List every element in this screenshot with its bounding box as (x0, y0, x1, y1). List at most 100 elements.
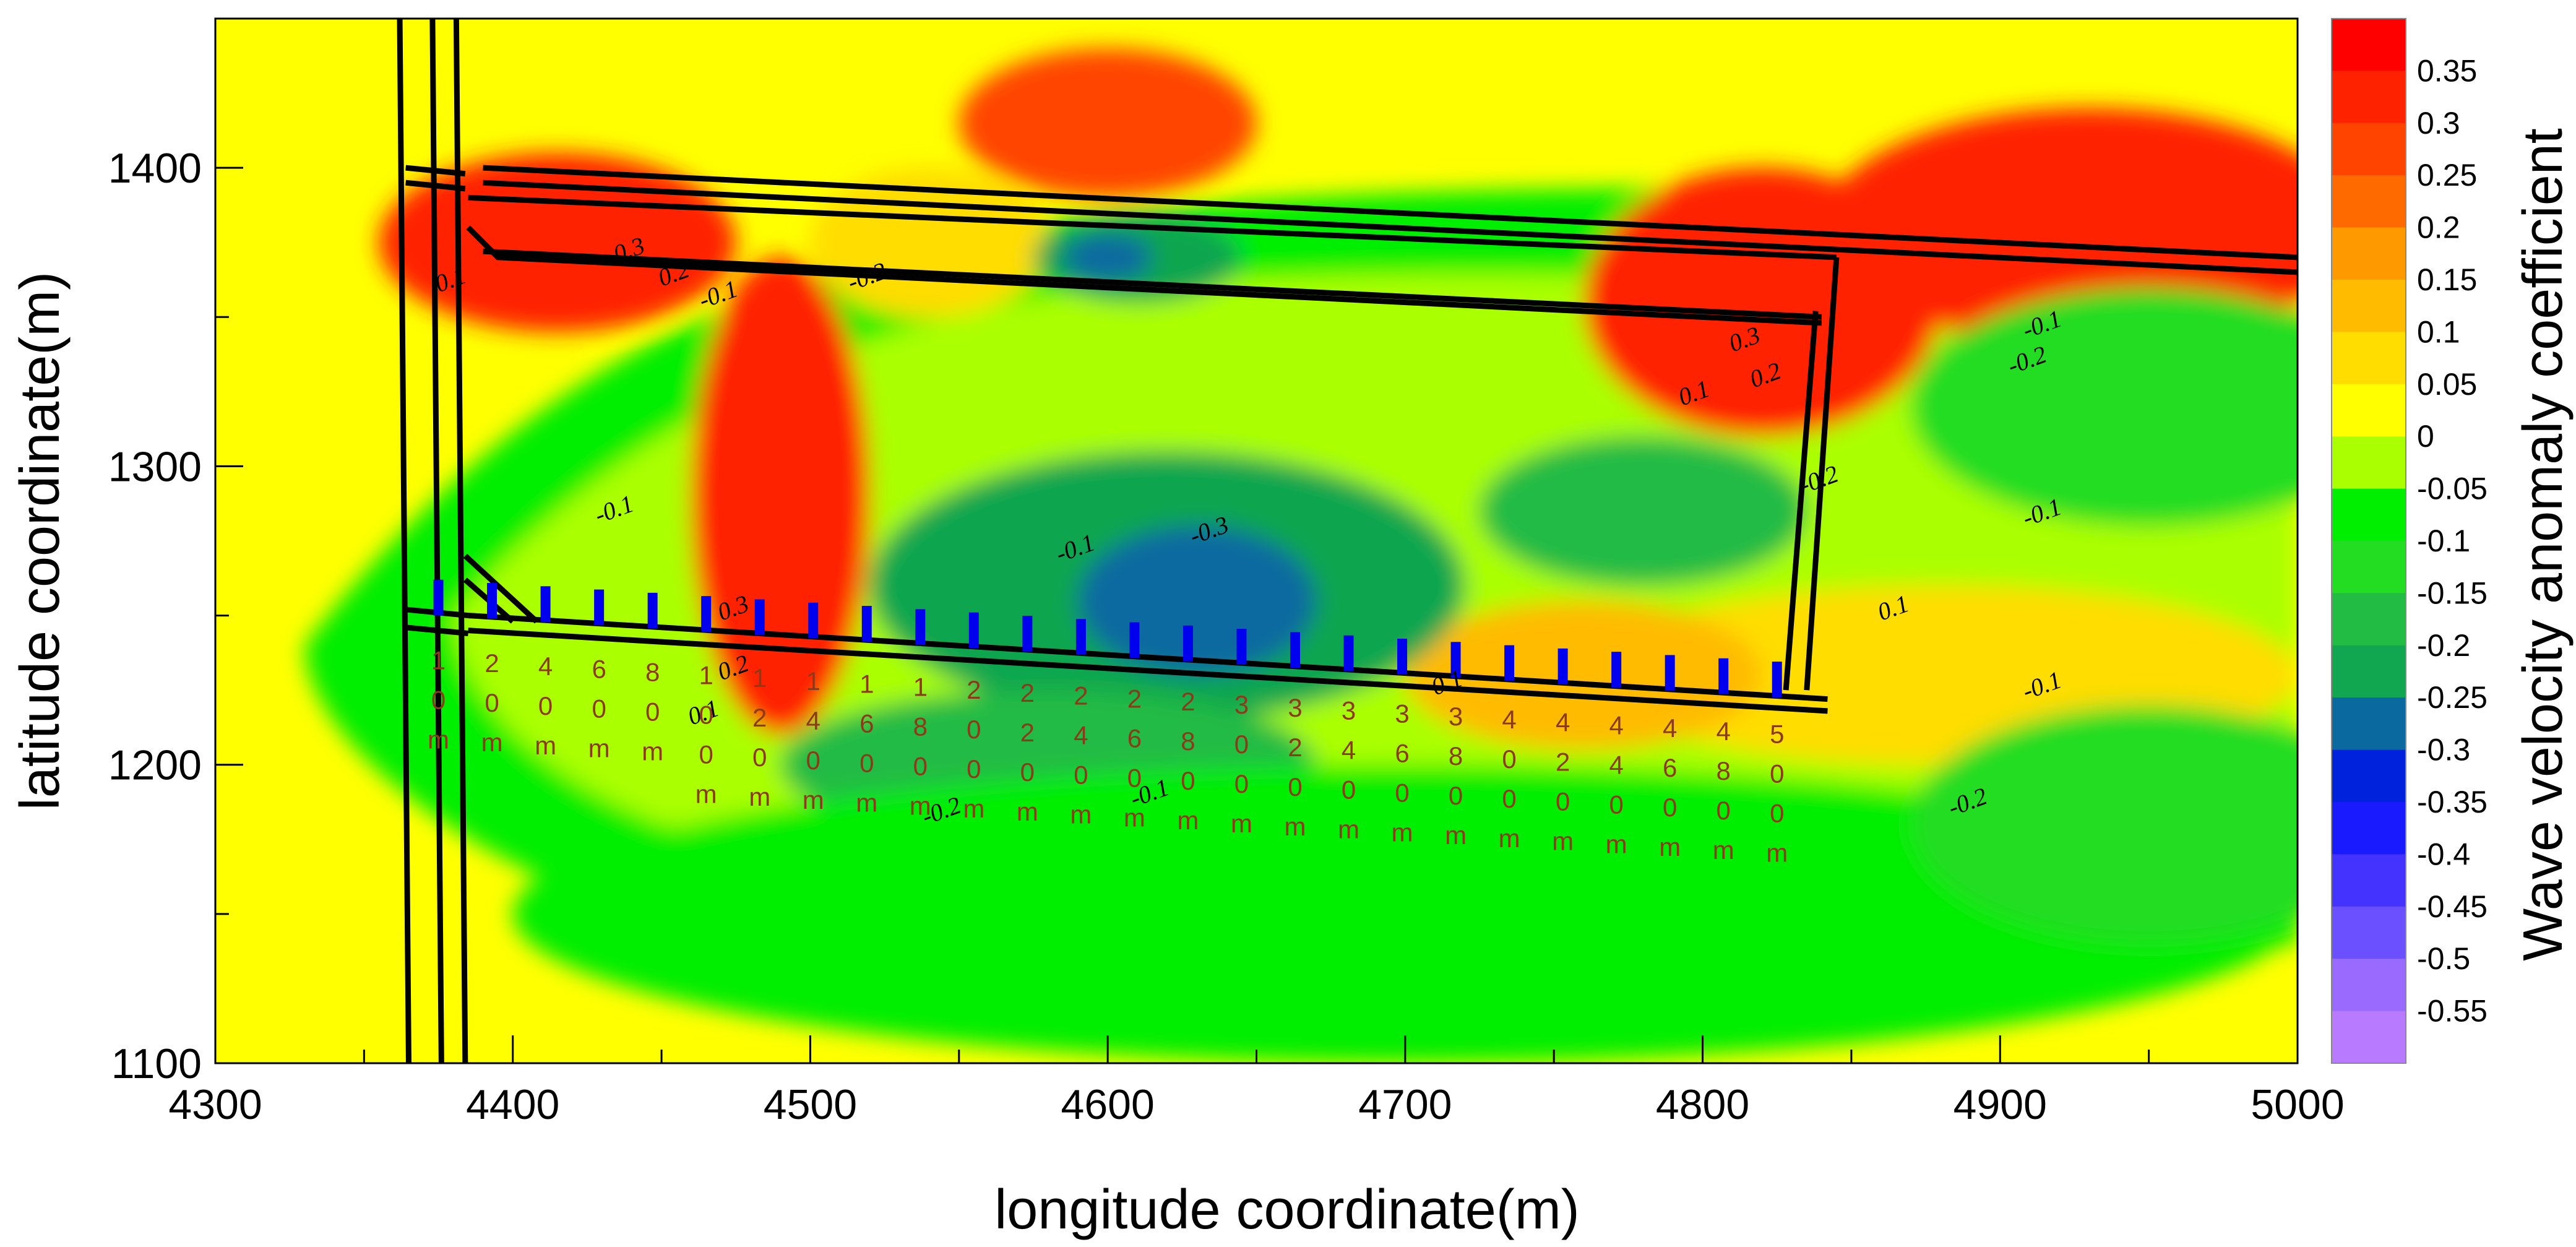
x-tick-label-6: 4900 (1954, 1081, 2047, 1128)
roadways (397, 19, 2298, 1063)
colorbar-swatch-14 (2332, 749, 2406, 803)
roadway-mid-2 (466, 225, 1822, 326)
colorbar-swatch-7 (2332, 384, 2406, 438)
colorbar-label-2: 0.25 (2417, 158, 2477, 192)
roadway-left-outer (397, 19, 411, 1063)
roadway-top-3 (468, 194, 1837, 261)
diag-1 (463, 553, 539, 624)
colorbar-swatch-17 (2332, 906, 2406, 960)
x-axis-title: longitude coordinate(m) (994, 1179, 1580, 1241)
anomaly-7 (1405, 600, 1762, 750)
roadway-bottom-2 (468, 628, 1828, 714)
colorbar-swatch-3 (2332, 175, 2406, 228)
colorbar-label-12: -0.25 (2417, 680, 2488, 715)
face-right-2 (1783, 311, 1819, 691)
station-marker-11 (1022, 615, 1033, 652)
station-marker-20 (1504, 645, 1515, 681)
station-marker-17 (1343, 635, 1354, 671)
colorbar-label-8: -0.05 (2417, 472, 2488, 506)
y-tick-label-2: 1300 (108, 443, 202, 490)
anomaly-14 (512, 764, 2298, 1063)
station-marker-24 (1718, 658, 1729, 694)
distance-labels: 1 0 m 2 0 m 4 0 m 6 0 m 8 0 m 1 0 0 m 1 2 0 m 1 4 0 m 1 6 0 m 1 8 0 m 2 0 0 m 2… (428, 645, 1788, 867)
y-tick-label-1: 1200 (108, 742, 202, 789)
station-marker-1 (487, 582, 498, 619)
colorbar-label-11: -0.2 (2417, 628, 2470, 663)
plot-area: 0.10.30.2-0.1 -0.2-0.10.30.20.1-0.1 -0.3-0… (214, 17, 2299, 1064)
anomaly-15 (1911, 287, 2298, 526)
colorbar-label-10: -0.15 (2417, 576, 2488, 610)
colorbar-label-15: -0.4 (2417, 837, 2470, 871)
colorbar-label-16: -0.45 (2417, 889, 2488, 924)
y-tick-label-0: 1100 (111, 1040, 202, 1087)
colorbar-label-13: -0.3 (2417, 733, 2470, 767)
colorbar-label-3: 0.2 (2417, 210, 2460, 245)
colorbar-swatch-11 (2332, 593, 2406, 646)
colorbar-swatch-4 (2332, 227, 2406, 280)
colorbar-label-9: -0.1 (2417, 524, 2470, 558)
station-marker-10 (968, 612, 979, 649)
anomaly-16 (1911, 705, 2298, 944)
anomaly-1 (691, 257, 870, 735)
x-tick-label-0: 4300 (168, 1081, 262, 1128)
x-tick-label-7: 5000 (2251, 1081, 2344, 1128)
station-marker-0 (433, 579, 444, 616)
y-tick-label-3: 1400 (108, 145, 202, 192)
colorbar-swatch-5 (2332, 280, 2406, 333)
colorbar-label-0: 0.35 (2417, 53, 2477, 88)
station-marker-19 (1450, 642, 1461, 678)
contour-blobs (304, 48, 2298, 1063)
colorbar-swatch-13 (2332, 697, 2406, 751)
station-marker-22 (1611, 652, 1622, 688)
anomaly-13 (1480, 436, 1807, 586)
station-marker-14 (1182, 625, 1193, 662)
colorbar-label-6: 0.05 (2417, 367, 2477, 402)
x-tick-label-4: 4700 (1358, 1081, 1452, 1128)
station-marker-21 (1557, 648, 1568, 684)
colorbar-label-18: -0.55 (2417, 994, 2488, 1029)
station-marker-13 (1129, 622, 1140, 658)
station-marker-5 (701, 596, 712, 632)
roadway-top-1 (483, 165, 2298, 261)
colorbar-swatch-8 (2332, 436, 2406, 490)
x-tick-label-1: 4400 (466, 1081, 559, 1128)
roadway-top-2 (483, 179, 2298, 275)
y-axis-title: latitude coordinate(m) (9, 272, 71, 810)
colorbar-swatch-6 (2332, 332, 2406, 385)
colorbar-swatch-0 (2332, 19, 2406, 72)
station-marker-16 (1290, 632, 1300, 668)
anomaly-11 (1063, 233, 1153, 282)
colorbar-frame (2331, 18, 2406, 1064)
colorbar-label-7: 0 (2417, 419, 2434, 454)
y-axis: 1100 1200 1300 1400 (108, 145, 243, 1087)
x-tick-label-3: 4600 (1061, 1081, 1155, 1128)
connector-bottom-2 (405, 624, 469, 636)
colorbar-label-4: 0.15 (2417, 262, 2477, 297)
colorbar-swatch-10 (2332, 541, 2406, 594)
x-axis: 4300 4400 4500 4600 4700 4800 4900 5000 (168, 1035, 2345, 1128)
station-marker-6 (754, 599, 765, 636)
colorbar-label-5: 0.1 (2417, 314, 2460, 349)
colorbar-label-14: -0.35 (2417, 785, 2488, 819)
